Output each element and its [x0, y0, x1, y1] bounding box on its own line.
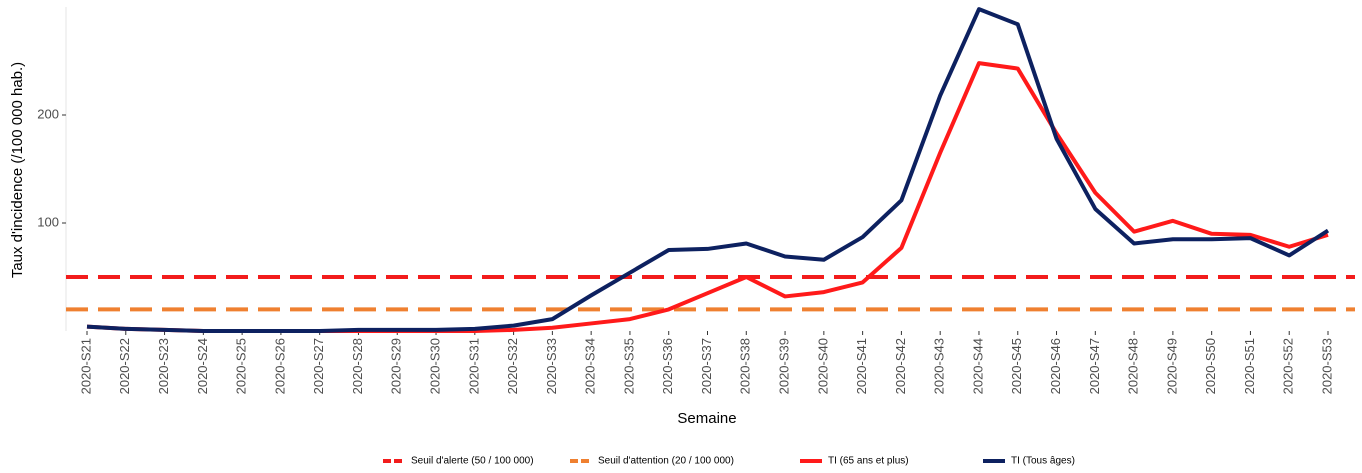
x-tick-label: 2020-S51 — [1242, 338, 1257, 394]
series-line — [86, 7, 1330, 333]
x-tick-label: 2020-S45 — [1009, 338, 1024, 394]
x-tick-label: 2020-S31 — [466, 338, 481, 394]
legend-label: TI (Tous âges) — [1011, 456, 1075, 467]
x-tick-label: 2020-S38 — [738, 338, 753, 394]
x-tick-label: 2020-S36 — [660, 338, 675, 394]
x-tick-label: 2020-S47 — [1087, 338, 1102, 394]
legend-label: TI (65 ans et plus) — [828, 456, 909, 467]
x-tick-label: 2020-S34 — [583, 338, 598, 394]
x-axis-title: Semaine — [677, 410, 736, 427]
legend-label: Seuil d'attention (20 / 100 000) — [598, 456, 734, 467]
x-tick-label: 2020-S37 — [699, 338, 714, 394]
x-tick-label: 2020-S28 — [350, 338, 365, 394]
x-tick-label: 2020-S49 — [1164, 338, 1179, 394]
x-tick-label: 2020-S50 — [1203, 338, 1218, 394]
series-line — [86, 61, 1329, 333]
x-tick-label: 2020-S39 — [777, 338, 792, 394]
y-tick-label: 200 — [37, 106, 59, 121]
x-tick-label: 2020-S33 — [544, 338, 559, 394]
x-tick-label: 2020-S53 — [1319, 338, 1334, 394]
x-tick-label: 2020-S30 — [427, 338, 442, 394]
x-tick-label: 2020-S43 — [932, 338, 947, 394]
x-tick-label: 2020-S24 — [195, 338, 210, 394]
x-tick-label: 2020-S52 — [1281, 338, 1296, 394]
x-tick-label: 2020-S26 — [272, 338, 287, 394]
x-tick-label: 2020-S22 — [117, 338, 132, 394]
x-tick-label: 2020-S25 — [234, 338, 249, 394]
x-tick-label: 2020-S27 — [311, 338, 326, 394]
x-tick-label: 2020-S41 — [854, 338, 869, 394]
x-tick-label: 2020-S29 — [389, 338, 404, 394]
x-tick-label: 2020-S32 — [505, 338, 520, 394]
legend-label: Seuil d'alerte (50 / 100 000) — [411, 456, 534, 467]
x-tick-label: 2020-S42 — [893, 338, 908, 394]
x-tick-label: 2020-S21 — [78, 338, 93, 394]
x-tick-label: 2020-S46 — [1048, 338, 1063, 394]
y-tick-label: 100 — [37, 214, 59, 229]
y-axis-title: Taux d'incidence (/100 000 hab.) — [9, 62, 26, 278]
x-tick-label: 2020-S35 — [621, 338, 636, 394]
x-tick-label: 2020-S44 — [970, 338, 985, 394]
x-tick-label: 2020-S40 — [815, 338, 830, 394]
x-tick-label: 2020-S48 — [1126, 338, 1141, 394]
x-tick-label: 2020-S23 — [156, 338, 171, 394]
